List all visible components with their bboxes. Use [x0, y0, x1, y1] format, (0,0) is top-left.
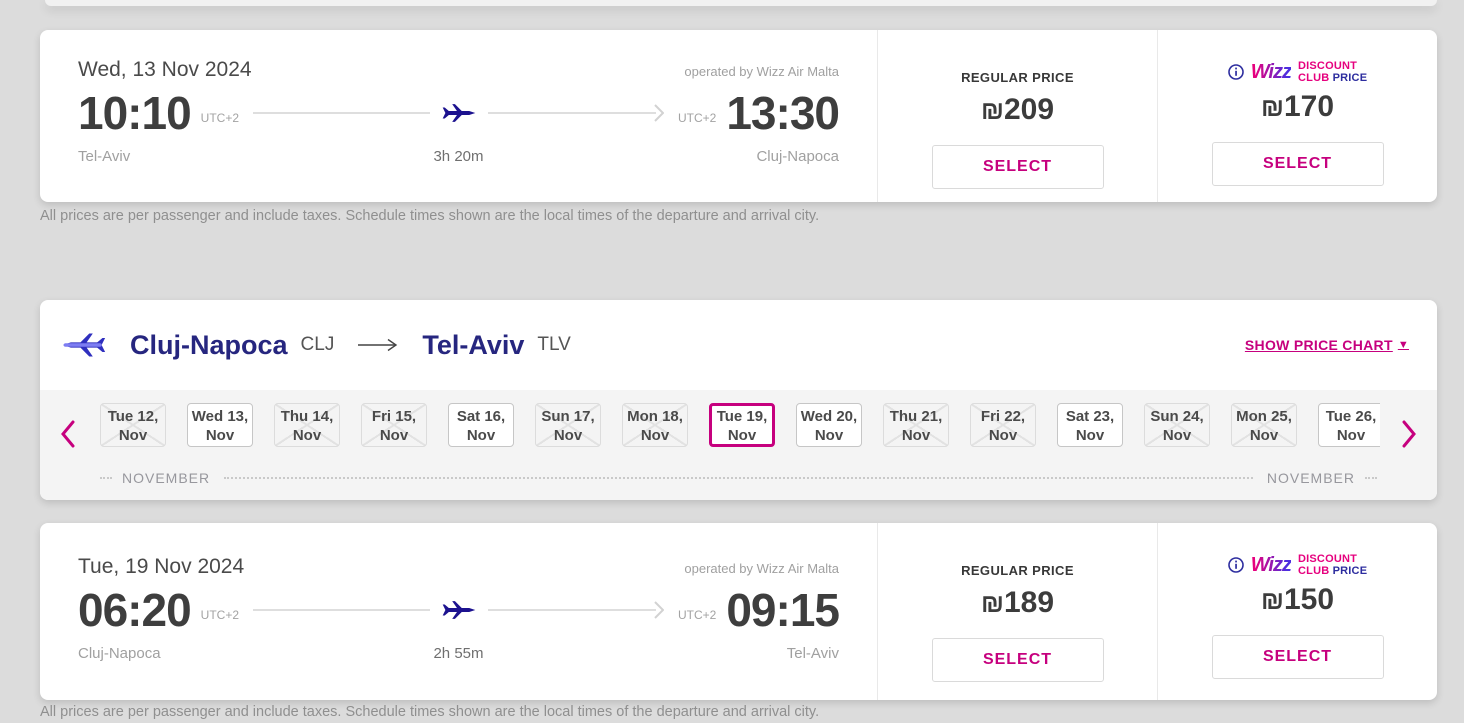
- date-tile: Sun 17, Nov: [535, 403, 601, 447]
- flight-date: Tue, 19 Nov 2024: [78, 555, 245, 578]
- flight-info: operated by Wizz Air Malta Tue, 19 Nov 2…: [40, 523, 877, 700]
- arrowhead-icon: [654, 104, 664, 122]
- date-tile[interactable]: Tue 19, Nov: [709, 403, 775, 447]
- date-tile[interactable]: Wed 20, Nov: [796, 403, 862, 447]
- flight-timeline: 10:10 UTC+2 UTC+2 13:30: [78, 87, 840, 139]
- flight-duration: 3h 20m: [433, 148, 484, 165]
- date-tile: Thu 14, Nov: [274, 403, 340, 447]
- airplane-left-icon: [62, 331, 106, 359]
- airplane-icon: [442, 102, 476, 124]
- route-line: [253, 609, 430, 611]
- carousel-prev-button[interactable]: [60, 420, 76, 448]
- date-carousel: Tue 12, Nov Wed 13, Nov Thu 14, Nov Fri 15, Nov…: [40, 390, 1437, 500]
- discount-club-price-label: DISCOUNT CLUB PRICE: [1298, 553, 1368, 578]
- month-row: NOVEMBER NOVEMBER: [100, 470, 1377, 486]
- route-destination: Tel-Aviv: [422, 329, 525, 360]
- departure-utc: UTC+2: [200, 111, 239, 125]
- date-strip: Tue 12, Nov Wed 13, Nov Thu 14, Nov Fri 15, Nov…: [100, 403, 1380, 451]
- route-line: [253, 112, 430, 114]
- select-club-button[interactable]: SELECT: [1211, 142, 1384, 187]
- departure-utc: UTC+2: [200, 608, 239, 622]
- flight-card-return: operated by Wizz Air Malta Tue, 19 Nov 2…: [40, 523, 1437, 700]
- date-tile: Tue 12, Nov: [100, 403, 166, 447]
- return-route-card: Cluj-Napoca CLJ Tel-Aviv TLV SHOW PRICE …: [40, 300, 1437, 500]
- flight-date: Wed, 13 Nov 2024: [78, 58, 252, 81]
- route-arrow-icon: [358, 338, 398, 352]
- departure-city: Tel-Aviv: [78, 148, 131, 165]
- month-label-right: NOVEMBER: [1266, 470, 1355, 486]
- route-origin-code: CLJ: [300, 334, 335, 355]
- departure-time: 06:20: [78, 584, 192, 636]
- previous-card-edge: [45, 0, 1437, 6]
- departure-time: 10:10: [78, 87, 192, 139]
- arrival-time: 13:30: [726, 87, 840, 139]
- info-icon[interactable]: [1227, 557, 1244, 573]
- wizz-discount-club-logo: Wizz DISCOUNT CLUB PRICE: [1227, 60, 1368, 85]
- price-disclaimer: All prices are per passenger and include…: [40, 208, 820, 224]
- cities-row: Cluj-Napoca 2h 55m Tel-Aviv: [78, 645, 839, 662]
- route-line-arrow: [487, 601, 664, 619]
- route-header: Cluj-Napoca CLJ Tel-Aviv TLV SHOW PRICE …: [40, 300, 1437, 390]
- date-tile: Mon 18, Nov: [622, 403, 688, 447]
- arrival-utc: UTC+2: [678, 608, 717, 622]
- flight-duration: 2h 55m: [433, 645, 484, 662]
- regular-price-section: REGULAR PRICE ₪189 SELECT: [877, 523, 1157, 700]
- flight-card-outbound: operated by Wizz Air Malta Wed, 13 Nov 2…: [40, 30, 1437, 202]
- club-price-value: ₪170: [1260, 90, 1335, 124]
- date-tile[interactable]: Tue 26, Nov: [1318, 403, 1380, 447]
- date-tile: Thu 21, Nov: [883, 403, 949, 447]
- wizz-logo: Wizz: [1250, 60, 1292, 83]
- date-tile[interactable]: Sat 16, Nov: [448, 403, 514, 447]
- flight-info: operated by Wizz Air Malta Wed, 13 Nov 2…: [40, 30, 877, 202]
- route-origin: Cluj-Napoca: [130, 329, 288, 360]
- operated-by-label: operated by Wizz Air Malta: [684, 561, 839, 576]
- date-tile: Fri 22, Nov: [970, 403, 1036, 447]
- wizz-discount-club-logo: Wizz DISCOUNT CLUB PRICE: [1227, 553, 1368, 578]
- club-price-value: ₪150: [1260, 583, 1335, 617]
- cities-row: Tel-Aviv 3h 20m Cluj-Napoca: [78, 148, 839, 165]
- date-tile: Mon 25, Nov: [1231, 403, 1297, 447]
- wizz-logo: Wizz: [1250, 553, 1292, 576]
- arrival-city: Cluj-Napoca: [756, 148, 839, 165]
- club-price-section: Wizz DISCOUNT CLUB PRICE ₪170 SELECT: [1157, 30, 1437, 202]
- regular-price-value: ₪209: [980, 93, 1055, 126]
- arrowhead-icon: [654, 601, 664, 619]
- month-label-left: NOVEMBER: [122, 470, 211, 486]
- date-tile[interactable]: Wed 13, Nov: [187, 403, 253, 447]
- show-price-chart-link[interactable]: SHOW PRICE CHART ▼: [1244, 337, 1409, 353]
- select-club-button[interactable]: SELECT: [1211, 635, 1384, 680]
- regular-price-section: REGULAR PRICE ₪209 SELECT: [877, 30, 1157, 202]
- price-disclaimer: All prices are per passenger and include…: [40, 704, 820, 720]
- airplane-icon: [442, 599, 476, 621]
- caret-down-icon: ▼: [1397, 339, 1409, 351]
- regular-price-label: REGULAR PRICE: [961, 563, 1074, 578]
- regular-price-value: ₪189: [980, 586, 1055, 619]
- arrival-utc: UTC+2: [678, 111, 717, 125]
- info-icon[interactable]: [1227, 64, 1244, 80]
- operated-by-label: operated by Wizz Air Malta: [684, 64, 839, 79]
- route-destination-code: TLV: [537, 334, 571, 355]
- select-regular-button[interactable]: SELECT: [931, 145, 1104, 189]
- departure-city: Cluj-Napoca: [78, 645, 161, 662]
- carousel-next-button[interactable]: [1401, 420, 1417, 448]
- select-regular-button[interactable]: SELECT: [931, 638, 1104, 682]
- date-tile: Sun 24, Nov: [1144, 403, 1210, 447]
- arrival-city: Tel-Aviv: [786, 645, 839, 662]
- club-price-section: Wizz DISCOUNT CLUB PRICE ₪150 SELECT: [1157, 523, 1437, 700]
- route-line-arrow: [487, 104, 664, 122]
- flight-timeline: 06:20 UTC+2 UTC+2 09:15: [78, 584, 840, 636]
- arrival-time: 09:15: [726, 584, 840, 636]
- date-tile[interactable]: Sat 23, Nov: [1057, 403, 1123, 447]
- date-tile: Fri 15, Nov: [361, 403, 427, 447]
- regular-price-label: REGULAR PRICE: [961, 70, 1074, 85]
- discount-club-price-label: DISCOUNT CLUB PRICE: [1298, 60, 1368, 85]
